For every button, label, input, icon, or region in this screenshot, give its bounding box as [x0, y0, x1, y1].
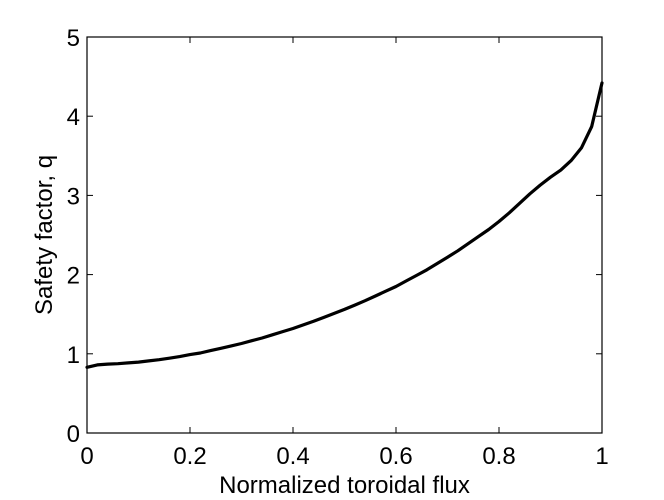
x-tick-label: 0.6: [379, 443, 412, 470]
x-tick-label: 0.2: [173, 443, 206, 470]
y-tick-label: 1: [67, 342, 80, 369]
y-axis-label: Safety factor, q: [31, 155, 58, 315]
x-tick-label: 1: [595, 443, 608, 470]
plot-frame: [86, 36, 603, 434]
y-tick-label: 5: [67, 25, 80, 52]
x-tick-label: 0.4: [276, 443, 309, 470]
y-tick-label: 0: [67, 421, 80, 448]
plot-background: [87, 37, 602, 433]
x-tick-label: 0: [80, 443, 93, 470]
y-tick-label: 3: [67, 183, 80, 210]
series-line: [85, 81, 604, 369]
tick-labels: 0 0.2 0.4 0.6 0.8 1 0 1 2 3 4 5: [67, 25, 609, 470]
y-tick-label: 4: [67, 104, 80, 131]
y-tick-label: 2: [67, 263, 80, 290]
x-axis-label: Normalized toroidal flux: [219, 472, 470, 499]
x-tick-label: 0.8: [482, 443, 515, 470]
